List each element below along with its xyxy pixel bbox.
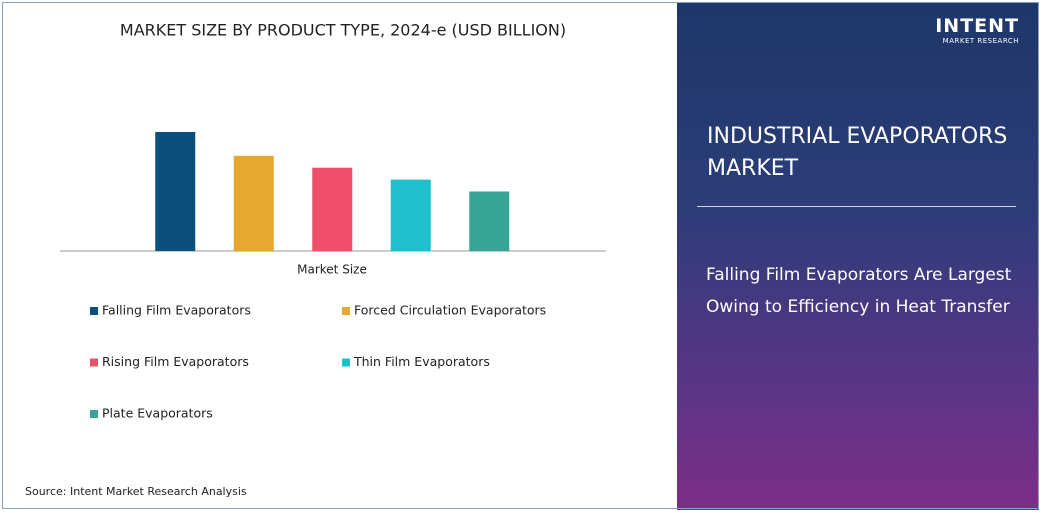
chart-title: MARKET SIZE BY PRODUCT TYPE, 2024-e (USD… — [120, 21, 566, 40]
panel-title: INDUSTRIAL EVAPORATORS MARKET — [707, 124, 1008, 181]
bar — [469, 191, 510, 251]
logo-name: INTENT — [935, 15, 1019, 37]
bar — [390, 179, 431, 251]
separator — [697, 206, 1016, 207]
legend-swatch — [90, 307, 98, 315]
legend-label: Falling Film Evaporators — [102, 303, 251, 318]
legend-label: Thin Film Evaporators — [353, 354, 490, 369]
legend-label: Rising Film Evaporators — [102, 354, 249, 369]
x-label: Market Size — [297, 263, 367, 277]
legend-swatch — [342, 307, 350, 315]
headline: Falling Film Evaporators Are Largest Owi… — [706, 265, 1012, 317]
legend-swatch — [90, 358, 98, 367]
legend-swatch — [342, 358, 350, 367]
info-panel: INTENT MARKET RESEARCH INDUSTRIAL EVAPOR… — [677, 3, 1039, 510]
bar — [155, 132, 196, 251]
bar — [312, 167, 353, 251]
chart: MARKET SIZE BY PRODUCT TYPE, 2024-e (USD… — [25, 21, 606, 498]
logo-sub: MARKET RESEARCH — [942, 37, 1019, 45]
legend-swatch — [90, 410, 98, 418]
legend-label: Plate Evaporators — [102, 406, 213, 421]
source: Source: Intent Market Research Analysis — [25, 485, 247, 498]
bar — [233, 155, 274, 251]
legend-label: Forced Circulation Evaporators — [354, 303, 546, 318]
logo: INTENT MARKET RESEARCH — [935, 15, 1019, 45]
